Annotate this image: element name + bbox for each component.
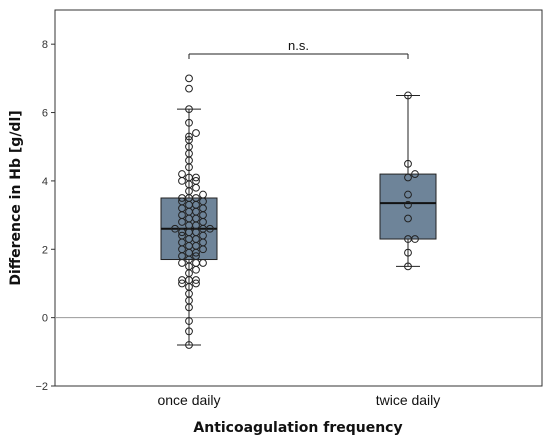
data-point-once-daily [171,224,179,233]
data-point-once-daily [192,276,200,284]
y-tick-label: 8 [42,39,48,51]
data-point-once-daily [192,279,200,288]
y-tick-label: −2 [35,381,48,393]
data-point-once-daily [192,129,200,137]
data-point-once-daily [185,327,193,336]
data-point-twice-daily [404,262,412,271]
data-point-once-daily [192,173,200,182]
data-point-once-daily [192,252,200,261]
data-point-twice-daily [404,200,412,209]
data-point-once-daily [178,228,186,237]
data-point-twice-daily [404,190,412,199]
data-point-once-daily [185,317,193,325]
data-point-twice-daily [404,214,412,223]
data-point-once-daily [185,135,193,144]
plot-frame [54,9,543,387]
data-point-once-daily [185,84,193,93]
data-point-once-daily [178,279,186,288]
data-point-once-daily [185,132,193,141]
data-point-once-daily [206,224,214,233]
y-tick-label: 2 [42,244,48,256]
data-point-once-daily [199,190,207,199]
data-point-twice-daily [404,248,412,257]
x-category-label-twice-daily: twice daily [376,392,441,408]
x-axis-title: Anticoagulation frequency [193,420,402,436]
y-tick-label: 0 [42,313,48,325]
significance-label: n.s. [288,38,309,53]
data-point-once-daily [178,170,186,178]
annotation-layer: n.s. [188,38,409,59]
data-point-once-daily [185,341,193,349]
data-point-once-daily [178,194,186,202]
data-point-twice-daily [404,173,412,182]
x-category-label-once-daily: once daily [157,392,220,408]
y-axis-title: Difference in Hb [g/dl] [8,110,24,285]
data-point-once-daily [192,194,200,202]
point-layer [171,74,419,349]
data-point-once-daily [199,259,207,267]
data-point-once-daily [178,276,186,284]
y-tick-label: 6 [42,108,48,120]
data-point-once-daily [178,231,186,240]
data-point-twice-daily [404,159,412,168]
data-point-twice-daily [411,170,419,178]
data-point-once-daily [192,177,200,185]
data-point-once-daily [185,74,193,83]
y-tick-label: 4 [42,176,48,188]
data-point-twice-daily [404,91,412,100]
data-point-once-daily [185,118,193,127]
data-point-once-daily [178,197,186,206]
data-point-once-daily [185,105,193,114]
box-twice-daily [379,173,437,240]
data-point-twice-daily [411,235,419,243]
y-axis-ticks: −2 0 2 4 6 8 [35,39,55,393]
